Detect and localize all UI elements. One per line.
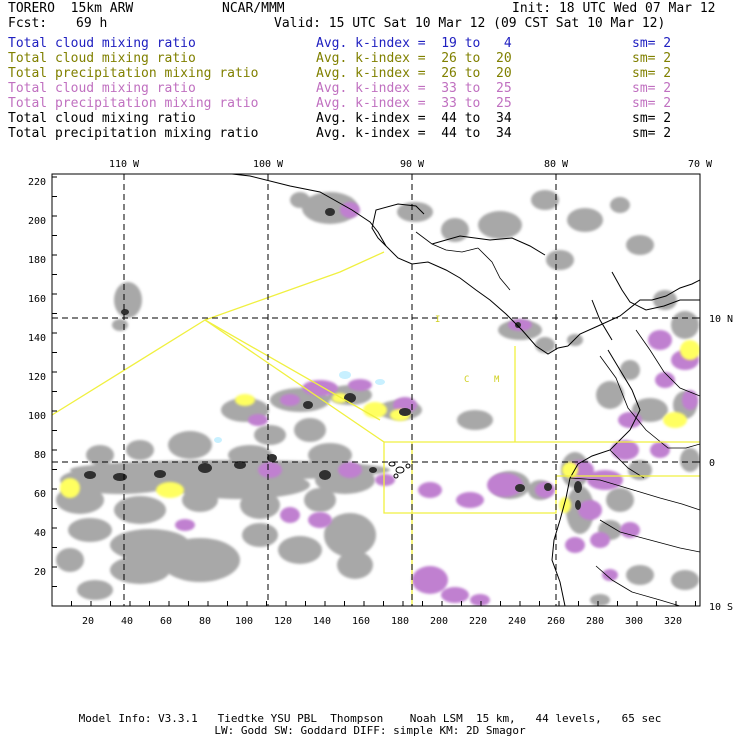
- legend-field-name: Total cloud mixing ratio: [8, 81, 196, 96]
- legend-field-name: Total cloud mixing ratio: [8, 51, 196, 66]
- x-tick-label: 20: [82, 616, 94, 627]
- model-title: TORERO 15km ARW: [8, 1, 134, 16]
- x-tick-label: 120: [274, 616, 292, 627]
- x-tick-label: 160: [352, 616, 370, 627]
- cloud-field-yellow: [60, 340, 700, 513]
- legend-k-index: Avg. k-index = 26 to 20: [316, 66, 512, 81]
- coastline: [52, 174, 700, 606]
- legend-k-index: Avg. k-index = 33 to 25: [316, 81, 512, 96]
- x-tick-label: 220: [469, 616, 487, 627]
- legend-k-index: Avg. k-index = 33 to 25: [316, 96, 512, 111]
- legend-k-index: Avg. k-index = 19 to 4: [316, 36, 512, 51]
- forecast-hours: 69 h: [76, 16, 108, 31]
- x-tick-label: 300: [625, 616, 643, 627]
- x-tick-label: 200: [430, 616, 448, 627]
- legend-row: Total precipitation mixing ratio Avg. k-…: [8, 126, 738, 141]
- legend-row: Total cloud mixing ratio Avg. k-index = …: [8, 111, 738, 126]
- legend-field-name: Total cloud mixing ratio: [8, 111, 196, 126]
- lon-label: 100 W: [253, 159, 284, 170]
- y-tick-label: 100: [28, 411, 46, 422]
- x-tick-label: 280: [586, 616, 604, 627]
- x-tick-label: 140: [313, 616, 331, 627]
- plot-frame: [51, 173, 701, 607]
- cloud-field-magenta: [175, 202, 699, 606]
- legend-smoothing: sm= 2: [632, 96, 672, 111]
- map-label: C: [464, 375, 469, 385]
- x-tick-label: 180: [391, 616, 409, 627]
- cloud-field-cyan: [214, 371, 385, 443]
- forecast-label: Fcst:: [8, 16, 48, 31]
- x-tick-label: 320: [664, 616, 682, 627]
- y-tick-label: 120: [28, 372, 46, 383]
- legend-smoothing: sm= 2: [632, 51, 672, 66]
- legend-row: Total cloud mixing ratio Avg. k-index = …: [8, 36, 738, 51]
- y-tick-label: 40: [34, 528, 46, 539]
- y-tick-label: 180: [28, 255, 46, 266]
- legend-smoothing: sm= 2: [632, 81, 672, 96]
- lon-label: 70 W: [688, 159, 713, 170]
- y-tick-label: 80: [34, 450, 46, 461]
- legend-field-name: Total cloud mixing ratio: [8, 36, 196, 51]
- map-label: I: [435, 315, 440, 325]
- y-tick-label: 220: [28, 177, 46, 188]
- y-tick-label: 200: [28, 216, 46, 227]
- y-tick-label: 160: [28, 294, 46, 305]
- legend-row: Total precipitation mixing ratio Avg. k-…: [8, 66, 738, 81]
- lon-label: 80 W: [544, 159, 569, 170]
- lat-lon-grid: [52, 174, 700, 606]
- country-borders: [415, 231, 700, 606]
- valid-time: Valid: 15 UTC Sat 10 Mar 12 (09 CST Sat …: [274, 16, 666, 31]
- y-tick-label: 20: [34, 567, 46, 578]
- x-tick-label: 80: [199, 616, 211, 627]
- legend-smoothing: sm= 2: [632, 111, 672, 126]
- legend-field-name: Total precipitation mixing ratio: [8, 96, 259, 111]
- legend-row: Total cloud mixing ratio Avg. k-index = …: [8, 51, 738, 66]
- x-tick-label: 60: [160, 616, 172, 627]
- legend-smoothing: sm= 2: [632, 36, 672, 51]
- model-info-line1: Model Info: V3.3.1 Tiedtke YSU PBL Thomp…: [78, 712, 662, 725]
- galapagos-islands: [388, 461, 411, 479]
- lon-label: 90 W: [400, 159, 425, 170]
- legend-field-name: Total precipitation mixing ratio: [8, 66, 259, 81]
- map-label: M: [494, 375, 500, 385]
- x-tick-label: 260: [547, 616, 565, 627]
- legend-smoothing: sm= 2: [632, 66, 672, 81]
- lat-label: 10 S: [709, 602, 733, 613]
- legend-k-index: Avg. k-index = 44 to 34: [316, 111, 512, 126]
- lon-label: 110 W: [109, 159, 140, 170]
- x-tick-label: 100: [235, 616, 253, 627]
- model-info-line2: LW: Godd SW: Goddard DIFF: simple KM: 2D…: [214, 724, 526, 737]
- legend-row: Total cloud mixing ratio Avg. k-index = …: [8, 81, 738, 96]
- y-tick-label: 60: [34, 489, 46, 500]
- axis-ticks: [52, 174, 701, 607]
- lat-label: 0: [709, 458, 715, 469]
- legend-row: Total precipitation mixing ratio Avg. k-…: [8, 96, 738, 111]
- y-tick-label: 140: [28, 333, 46, 344]
- init-time: Init: 18 UTC Wed 07 Mar 12: [512, 1, 716, 16]
- legend-k-index: Avg. k-index = 44 to 34: [316, 126, 512, 141]
- lat-label: 10 N: [709, 314, 733, 325]
- legend-k-index: Avg. k-index = 26 to 20: [316, 51, 512, 66]
- organization-label: NCAR/MMM: [222, 1, 285, 16]
- cloud-field-gray: [56, 190, 700, 606]
- x-tick-label: 240: [508, 616, 526, 627]
- x-tick-label: 40: [121, 616, 133, 627]
- legend-smoothing: sm= 2: [632, 126, 672, 141]
- legend-field-name: Total precipitation mixing ratio: [8, 126, 259, 141]
